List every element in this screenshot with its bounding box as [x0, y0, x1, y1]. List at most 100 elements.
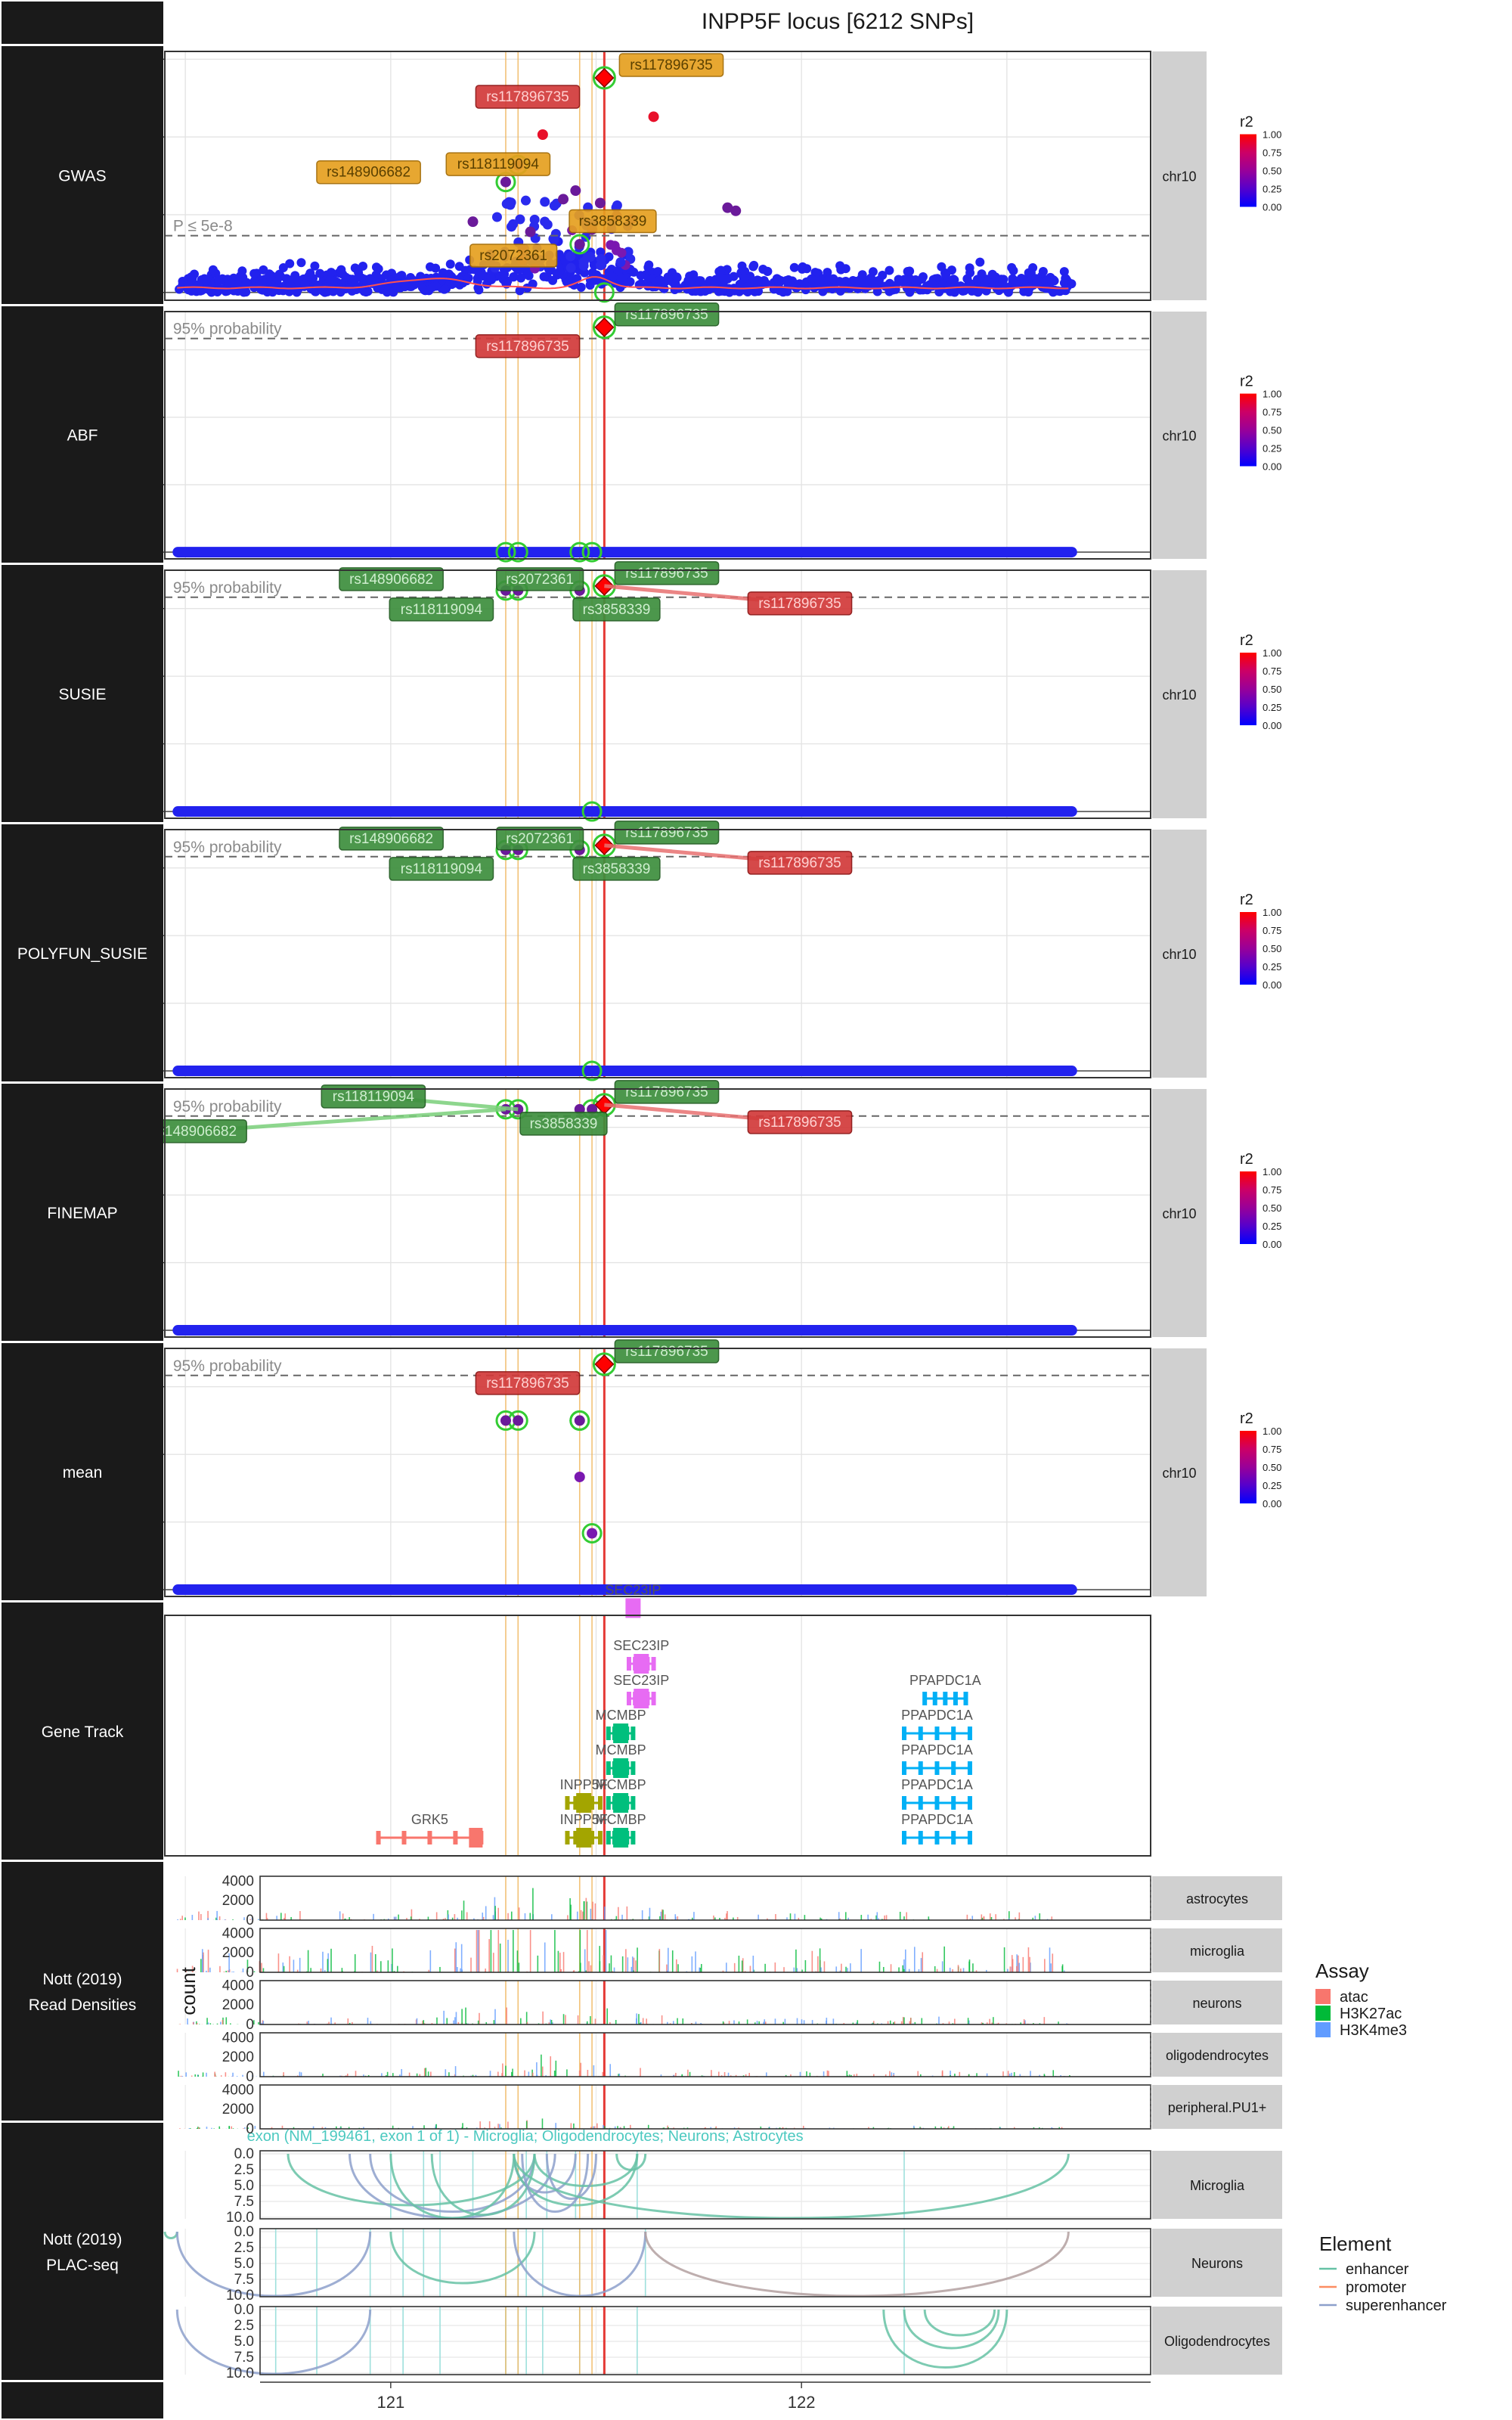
facet-strip-label: chr10 — [1162, 1466, 1196, 1481]
corner-box — [2, 2, 163, 44]
snp-point-background — [548, 275, 558, 285]
legend-r2-tick: 0.00 — [1263, 720, 1281, 731]
facet-strip — [1152, 1348, 1207, 1596]
gene-exon — [951, 1831, 956, 1844]
panel-frame — [164, 311, 1151, 560]
gene-exon-block — [613, 1723, 629, 1743]
gene-label-PPAPDC1A: PPAPDC1A — [901, 1742, 973, 1758]
snp-label-rs118119094: rs118119094 — [401, 602, 483, 618]
panel-frame — [164, 829, 1151, 1078]
snp-point-background — [789, 262, 799, 272]
legend-r2-title: r2 — [1240, 1410, 1253, 1427]
legend-element-title: Element — [1319, 2232, 1392, 2255]
lead-snp-ring — [592, 315, 616, 340]
snp-point-highlight — [500, 176, 511, 188]
plac-loop-arc — [545, 2153, 597, 2200]
credible-set-ring — [495, 541, 516, 563]
gene-label-MCMBP: MCMBP — [596, 1708, 646, 1723]
row-label-box — [2, 824, 163, 1081]
snp-point-background — [615, 257, 626, 268]
gene-exon — [565, 1796, 570, 1810]
snp-point-background — [292, 275, 302, 284]
snp-point-background — [987, 269, 997, 279]
gene-exon — [631, 1831, 636, 1844]
snp-label-box — [496, 827, 584, 851]
gene-exon — [401, 1831, 407, 1844]
snp-point-background — [1059, 278, 1069, 288]
snp-label-rs148906682: rs148906682 — [153, 1124, 237, 1140]
legend-r2-tick: 0.50 — [1263, 1202, 1281, 1214]
facet-strip-label: Oligodendrocytes — [1164, 2334, 1270, 2349]
row-label-2: SUSIE — [58, 686, 106, 703]
legend-r2-tick: 0.25 — [1263, 184, 1281, 195]
snp-label-rs3858339: rs3858339 — [583, 861, 651, 877]
legend-r2-title: r2 — [1240, 1151, 1253, 1168]
plac-loop-arc — [882, 2309, 1009, 2369]
gene-exon — [606, 1831, 611, 1844]
facet-strip — [1152, 830, 1207, 1078]
row-label-box — [2, 1602, 163, 1860]
facet-strip-label: neurons — [1192, 1996, 1241, 2011]
snp-label-rs118119094: rs118119094 — [457, 157, 540, 172]
gene-label-SEC23IP: SEC23IP — [613, 1673, 669, 1688]
credible-set-ring — [581, 541, 603, 563]
panel-frames — [164, 51, 1151, 2375]
legend-assay-swatch — [1315, 2022, 1331, 2037]
facet-strip — [1152, 1981, 1282, 2024]
snp-label-rs2072361: rs2072361 — [506, 572, 574, 588]
gene-exon — [626, 1692, 631, 1705]
snp-label-rs148906682: rs148906682 — [349, 831, 433, 847]
snp-point-background — [214, 277, 224, 287]
snp-points-baseline — [172, 1584, 1077, 1596]
plac-loop-arc — [644, 2231, 1070, 2297]
legend-r2-title: r2 — [1240, 892, 1253, 908]
plac-y-tick-label: 7.5 — [234, 2194, 254, 2210]
row-label-4: FINEMAP — [47, 1205, 117, 1222]
snp-label-rs117896735: rs117896735 — [486, 1376, 569, 1392]
gene-label-PPAPDC1A: PPAPDC1A — [901, 1777, 973, 1792]
snp-point-background — [327, 268, 336, 278]
snp-label-box — [496, 567, 584, 591]
snp-point-background — [900, 275, 909, 284]
legend-r2-tick: 1.00 — [1263, 129, 1281, 141]
snp-label-box — [469, 244, 558, 268]
snp-point-background — [522, 283, 532, 293]
snp-label-box — [569, 209, 657, 234]
density-y-tick-label: 2000 — [222, 1997, 254, 2013]
gene-exon — [573, 1796, 578, 1810]
gene-exon — [967, 1831, 972, 1844]
snp-point-background — [653, 267, 663, 277]
legend-r2-tick: 0.75 — [1263, 147, 1281, 159]
gene-exon — [918, 1831, 923, 1844]
snp-point-background — [644, 260, 654, 270]
plac-loop-arc — [533, 2153, 639, 2188]
legend-r2-tick: 0.75 — [1263, 666, 1281, 677]
snp-point-background — [363, 287, 373, 296]
facet-strip-label: chr10 — [1162, 1206, 1196, 1221]
row-label-read-densities: Nott (2019) — [42, 1971, 122, 1988]
legend-r2-tick: 0.00 — [1263, 1239, 1281, 1250]
snp-point-background — [354, 268, 364, 278]
snp-point-background — [336, 265, 346, 275]
gene-track-frame — [164, 1615, 1151, 1857]
gene-exon — [953, 1692, 958, 1705]
gene-label-SEC23IP: SEC23IP — [605, 1582, 661, 1597]
legend-r2-colorbar — [1240, 134, 1256, 207]
plac-y-tick-label: 5.0 — [234, 2178, 254, 2194]
legend-r2-tick: 0.75 — [1263, 1184, 1281, 1196]
plac-y-tick-label: 10.0 — [226, 2210, 254, 2226]
row-label-gene: Gene Track — [42, 1723, 124, 1741]
snp-point-background — [186, 272, 196, 282]
facet-strip — [1152, 51, 1207, 300]
legend-r2-tick: 0.25 — [1263, 1221, 1281, 1232]
gene-exon — [902, 1796, 906, 1810]
gene-exon — [376, 1831, 381, 1844]
legend-r2-tick: 1.00 — [1263, 389, 1281, 400]
row-label-read-densities: Read Densities — [29, 1996, 136, 2014]
snp-label-rs117896735: rs117896735 — [625, 566, 708, 582]
snp-point-background — [729, 271, 739, 281]
row-label-1: ABF — [67, 427, 98, 445]
snp-point-background — [576, 282, 586, 292]
plac-y-tick-label: 2.5 — [234, 2162, 254, 2178]
facet-strip — [1152, 2033, 1282, 2077]
